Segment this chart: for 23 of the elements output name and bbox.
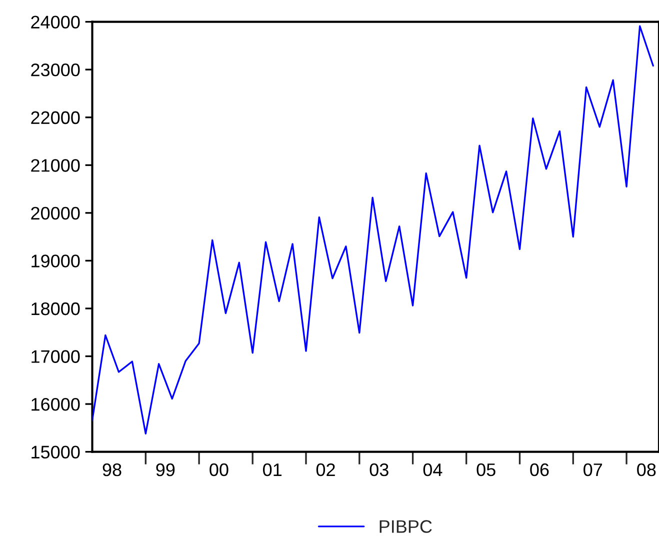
y-tick-label: 15000 [32, 446, 80, 459]
y-tick-label: 16000 [32, 398, 80, 411]
y-tick-label: 19000 [32, 254, 80, 268]
x-tick-label: 99 [156, 463, 175, 476]
x-tick-label: 02 [316, 463, 335, 476]
x-tick-label: 01 [263, 463, 282, 476]
x-tick-label: 98 [102, 463, 122, 476]
x-tick-label: 03 [370, 463, 388, 476]
legend-label: PIBPC [380, 520, 432, 533]
y-tick-label: 18000 [32, 302, 80, 316]
x-tick-label: 08 [637, 463, 656, 476]
x-tick-label: 04 [423, 463, 442, 476]
y-tick-label: 20000 [31, 206, 80, 220]
y-tick-label: 17000 [32, 350, 80, 363]
x-tick-label: 05 [476, 463, 496, 476]
x-tick-label: 00 [210, 463, 228, 476]
x-tick-label: 07 [584, 463, 602, 476]
y-tick-label: 24000 [31, 16, 80, 29]
y-tick-label: 21000 [31, 159, 80, 172]
x-tick-label: 06 [530, 463, 549, 476]
y-tick-label: 22000 [31, 111, 80, 124]
line-series [92, 25, 654, 434]
y-tick-label: 23000 [31, 64, 80, 76]
